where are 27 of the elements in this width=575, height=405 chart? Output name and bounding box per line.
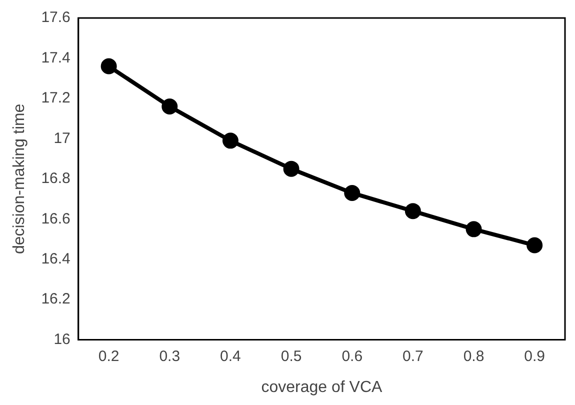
y-tick-label: 16.8: [41, 170, 70, 188]
x-tick-label: 0.7: [402, 348, 424, 365]
point: [162, 98, 178, 114]
y-tick-label: 16.6: [41, 210, 70, 228]
point: [344, 184, 360, 201]
y-tick-label: 16: [54, 330, 70, 348]
x-axis-title: coverage of VCA: [261, 378, 382, 396]
x-tick-label: 0.6: [342, 348, 363, 365]
x-tick-label: 0.3: [159, 348, 180, 365]
point: [404, 203, 421, 220]
y-axis-title: decision-making time: [11, 104, 28, 254]
y-tick-label: 17.6: [41, 9, 70, 26]
point: [100, 58, 117, 74]
point: [283, 160, 300, 177]
x-tick-label: 0.2: [98, 348, 120, 365]
y-tick-label: 16.4: [41, 250, 70, 268]
y-tick-label: 17: [54, 130, 70, 147]
point: [466, 221, 482, 238]
point: [526, 237, 543, 254]
y-tick-label: 17.2: [41, 90, 70, 107]
x-tick-label: 0.8: [463, 348, 484, 365]
x-tick-label: 0.4: [220, 348, 241, 365]
x-tick-label: 0.9: [524, 348, 546, 365]
point: [222, 132, 238, 149]
x-tick-label: 0.5: [280, 348, 302, 365]
y-tick-label: 16.2: [41, 290, 70, 308]
y-tick-label: 17.4: [41, 49, 70, 66]
